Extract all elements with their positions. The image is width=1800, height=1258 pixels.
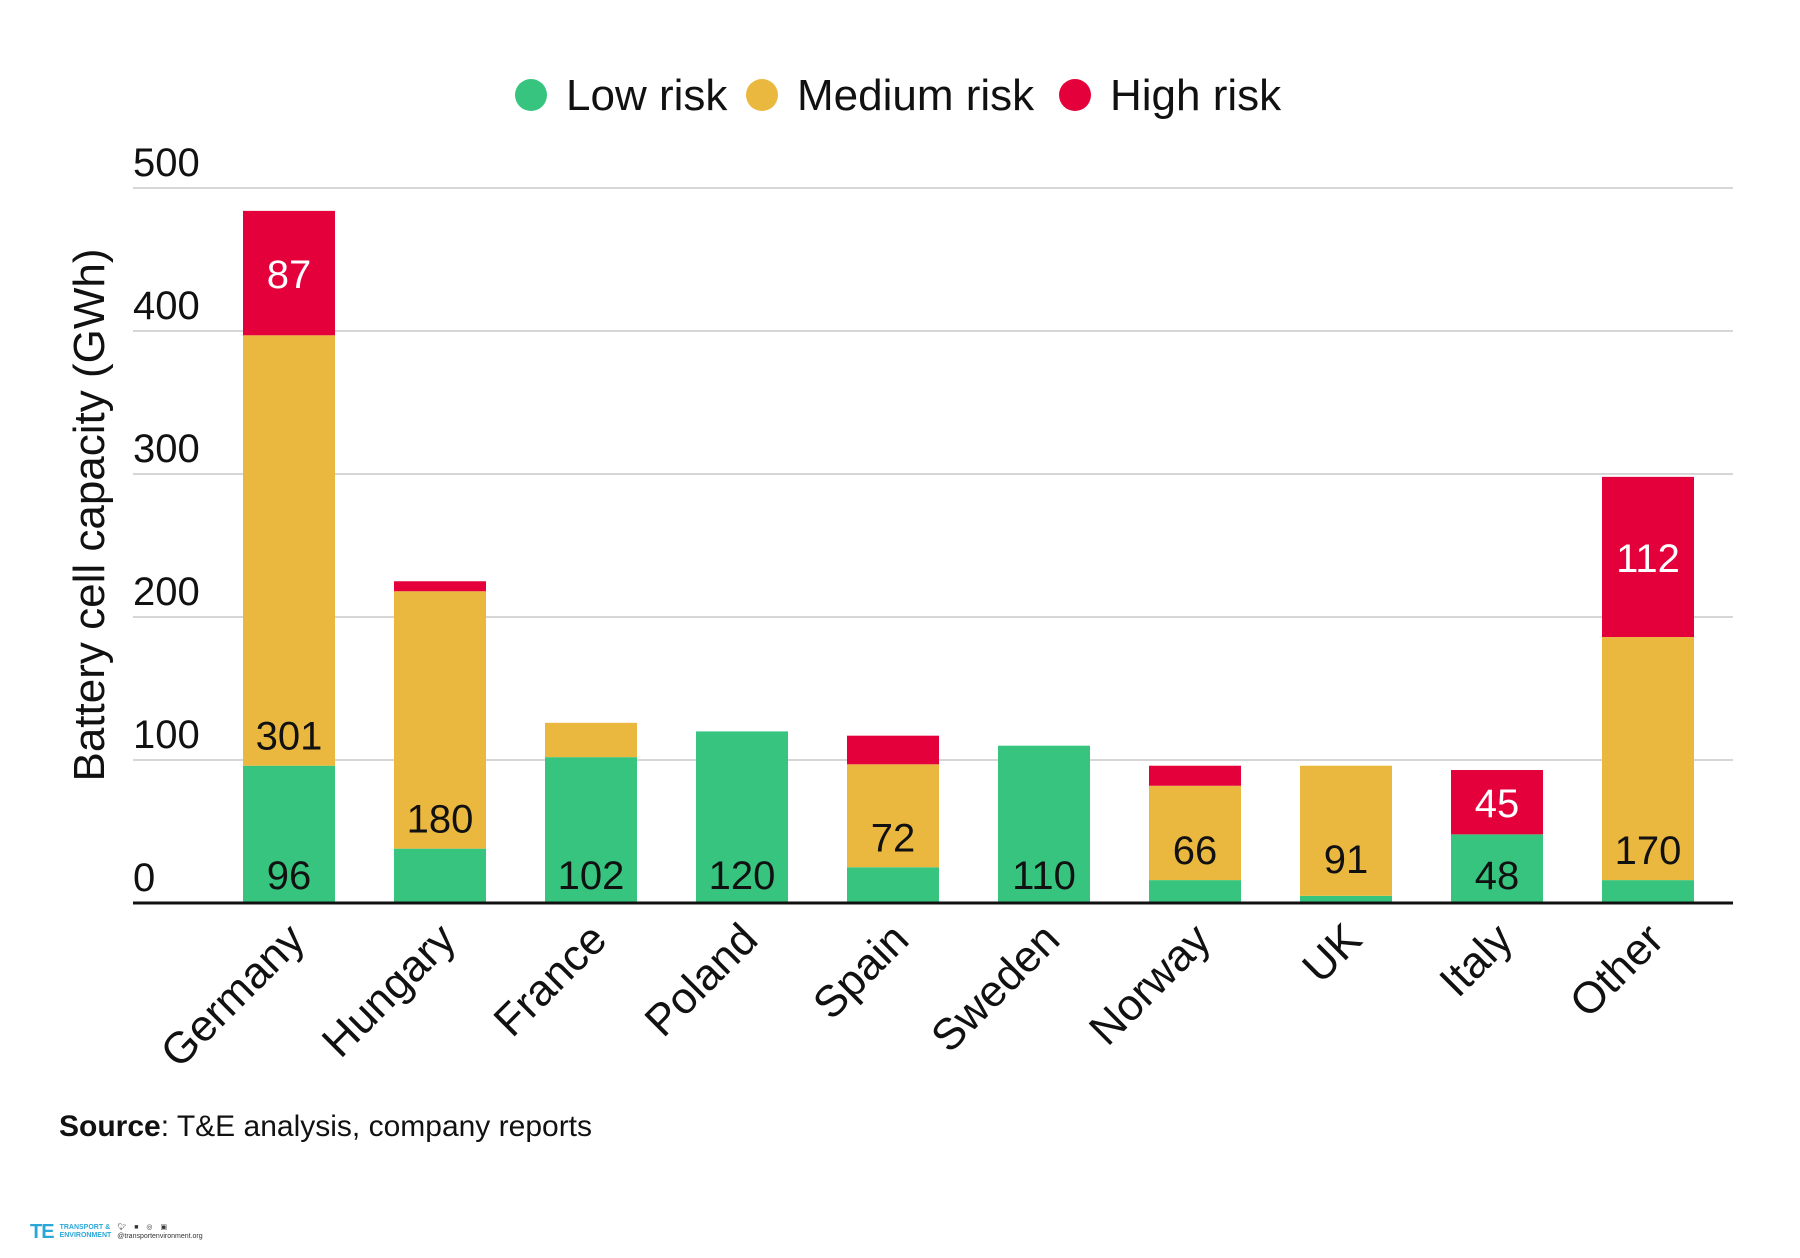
source-text: : T&E analysis, company reports xyxy=(160,1110,593,1143)
bar-low-risk-uk xyxy=(1300,895,1392,903)
x-tick-label: Hungary xyxy=(313,914,465,1066)
website-link[interactable]: @transportenvironment.org xyxy=(117,1233,203,1240)
bar-low-risk-france xyxy=(545,757,637,903)
y-tick-label: 400 xyxy=(133,284,200,328)
bar-high-risk-germany xyxy=(243,210,335,336)
bar-medium-risk-germany xyxy=(243,335,335,766)
logo-text: TRANSPORT & ENVIRONMENT xyxy=(60,1224,112,1240)
social-links: 🐦︎ ■ ◎ ▣ @transportenvironment.org xyxy=(117,1223,202,1241)
footer: TE TRANSPORT & ENVIRONMENT 🐦︎ ■ ◎ ▣ @transpo… xyxy=(30,1220,203,1244)
instagram-icon: ◎ xyxy=(146,1224,153,1231)
bar-low-risk-other xyxy=(1602,880,1694,903)
bar-medium-risk-other xyxy=(1602,637,1694,881)
bar-medium-risk-hungary xyxy=(394,591,486,849)
data-label: 72 xyxy=(871,816,916,860)
data-label: 102 xyxy=(558,854,625,898)
bar-low-risk-spain xyxy=(847,867,939,903)
data-label: 120 xyxy=(709,854,776,898)
bar-low-risk-hungary xyxy=(394,848,486,903)
bar-high-risk-norway xyxy=(1149,765,1241,786)
data-label: 96 xyxy=(267,854,312,898)
x-tick-label: Germany xyxy=(151,914,314,1077)
data-label: 48 xyxy=(1475,854,1520,898)
twitter-icon: 🐦︎ xyxy=(117,1224,127,1231)
y-tick-label: 500 xyxy=(133,141,200,185)
gridlines xyxy=(133,187,1733,761)
bars xyxy=(243,210,1694,903)
x-tick-label: Other xyxy=(1561,914,1673,1026)
logo-line1: TRANSPORT & xyxy=(59,1224,111,1231)
legend-swatch xyxy=(1059,79,1091,111)
te-logo: TE xyxy=(30,1220,55,1243)
x-tick-label: Italy xyxy=(1430,914,1522,1006)
data-label: 180 xyxy=(407,798,474,842)
y-axis-label: Battery cell capacity (GWh) xyxy=(65,248,114,781)
bar-high-risk-italy xyxy=(1451,770,1543,835)
x-tick-label: Poland xyxy=(636,914,768,1046)
data-label: 301 xyxy=(256,715,323,759)
x-tick-label: UK xyxy=(1293,914,1371,992)
data-label: 112 xyxy=(1616,537,1680,581)
data-label: 45 xyxy=(1475,782,1520,826)
data-label: 66 xyxy=(1173,829,1218,873)
legend-swatch xyxy=(746,79,778,111)
legend: Low risk Medium risk High risk xyxy=(515,71,1282,120)
x-tick-label: Norway xyxy=(1080,914,1220,1054)
bar-high-risk-spain xyxy=(847,735,939,765)
y-axis-ticks: 0 100 200 300 400 500 xyxy=(133,141,200,900)
x-tick-label: France xyxy=(485,914,616,1045)
data-labels: 96 301 87 180 102 120 72 110 66 91 48 45 170 112 xyxy=(256,253,1682,898)
bar-medium-risk-norway xyxy=(1149,785,1241,881)
bar-high-risk-hungary xyxy=(394,581,486,592)
bar-medium-risk-uk xyxy=(1300,765,1392,896)
facebook-icon: ■ xyxy=(134,1224,139,1231)
bar-medium-risk-france xyxy=(545,722,637,758)
legend-label: Low risk xyxy=(566,71,728,120)
data-label: 91 xyxy=(1324,838,1369,882)
bar-low-risk-germany xyxy=(243,765,335,903)
bar-low-risk-poland xyxy=(696,731,788,903)
y-tick-label: 200 xyxy=(133,570,200,614)
x-tick-label: Spain xyxy=(804,914,918,1028)
legend-swatch xyxy=(515,79,547,111)
bar-low-risk-italy xyxy=(1451,834,1543,903)
data-label: 170 xyxy=(1615,829,1682,873)
source-label: Source xyxy=(59,1110,161,1143)
legend-label: High risk xyxy=(1110,71,1282,120)
bar-high-risk-other xyxy=(1602,476,1694,638)
data-label: 110 xyxy=(1012,854,1076,898)
y-tick-label: 100 xyxy=(133,713,200,757)
source-note: Source: T&E analysis, company reports xyxy=(59,1110,592,1144)
data-label: 87 xyxy=(267,253,312,297)
bar-low-risk-sweden xyxy=(998,745,1090,903)
linkedin-icon: ▣ xyxy=(160,1224,168,1231)
logo-line2: ENVIRONMENT xyxy=(59,1232,112,1239)
legend-label: Medium risk xyxy=(797,71,1035,120)
bar-low-risk-norway xyxy=(1149,880,1241,903)
bar-medium-risk-spain xyxy=(847,764,939,868)
x-tick-label: Sweden xyxy=(922,914,1069,1061)
y-tick-label: 0 xyxy=(133,856,155,900)
y-tick-label: 300 xyxy=(133,427,200,471)
